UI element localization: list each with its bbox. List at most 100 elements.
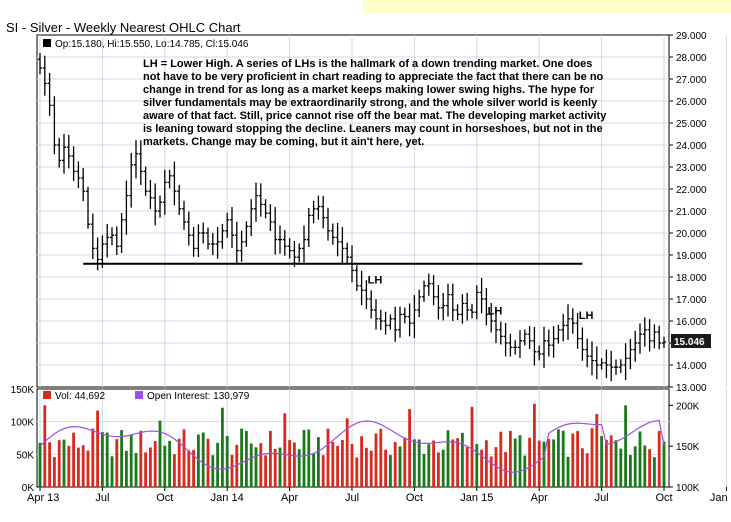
ohlc-bar bbox=[297, 243, 302, 263]
ohlc-bar bbox=[282, 230, 287, 256]
ohlc-bar bbox=[359, 270, 364, 306]
ohlc-bar bbox=[527, 326, 532, 349]
ohlc-bar bbox=[52, 96, 57, 155]
volume-bar bbox=[461, 432, 464, 487]
ohlc-bar bbox=[638, 323, 642, 354]
volume-bar bbox=[317, 437, 320, 487]
ohlc-bar bbox=[76, 161, 81, 188]
ohlc-bar bbox=[302, 225, 306, 263]
volume-bar bbox=[609, 435, 613, 487]
volume-bar bbox=[187, 450, 191, 487]
volume-bar bbox=[417, 439, 421, 487]
ohlc-bar bbox=[177, 185, 182, 215]
volume-bar bbox=[451, 439, 455, 487]
volume-bar bbox=[523, 455, 527, 487]
volume-bar bbox=[197, 434, 200, 487]
ohlc-bar bbox=[345, 242, 350, 263]
volume-bar bbox=[590, 428, 594, 487]
ohlc-bar bbox=[489, 302, 494, 333]
ohlc-bar bbox=[474, 285, 479, 320]
volume-bar bbox=[662, 441, 666, 487]
volume-bar bbox=[129, 435, 133, 487]
open-interest-line bbox=[39, 419, 665, 473]
ohlc-bar bbox=[431, 275, 436, 306]
volume-bar bbox=[566, 456, 570, 487]
volume-bar bbox=[259, 443, 263, 487]
ohlc-bar bbox=[62, 133, 66, 174]
volume-bar bbox=[321, 455, 325, 487]
volume-bar bbox=[619, 448, 623, 487]
volume-bar bbox=[345, 418, 349, 487]
last-price-label: 15.046 bbox=[674, 337, 705, 348]
volume-bar bbox=[273, 448, 277, 487]
ohlc-bar bbox=[498, 321, 503, 345]
volume-legend: Vol: 44,692 bbox=[55, 391, 105, 402]
ohlc-bar bbox=[470, 303, 474, 319]
ohlc-bar bbox=[604, 349, 609, 379]
volume-bar bbox=[542, 441, 546, 487]
volume-bar bbox=[653, 457, 656, 487]
volume-bar bbox=[278, 447, 282, 487]
volume-bar bbox=[149, 447, 152, 487]
volume-bar bbox=[235, 444, 239, 487]
ohlc-bar bbox=[374, 299, 378, 330]
x-axis: Apr 13 Jul Oct Jan 14 Apr Jul Oct Jan 15 Apr Jul O… bbox=[27, 487, 731, 504]
volume-bar bbox=[293, 442, 296, 487]
ohlc-bar bbox=[422, 280, 426, 302]
price-tick-label: 17.000 bbox=[676, 295, 707, 306]
volume-bar bbox=[312, 453, 315, 487]
volume-bar bbox=[533, 403, 536, 487]
ohlc-bar bbox=[292, 241, 297, 267]
x-tick-label: Jul bbox=[95, 492, 109, 504]
volume-bar bbox=[225, 435, 229, 487]
price-tick-label: 24.000 bbox=[676, 141, 707, 152]
ohlc-bar bbox=[647, 319, 652, 352]
volume-bar bbox=[206, 438, 210, 487]
volume-bar bbox=[504, 451, 507, 487]
ohlc-bar bbox=[441, 293, 446, 321]
ohlc-bar bbox=[633, 330, 638, 362]
x-tick-label: Jan 16 bbox=[710, 492, 731, 504]
ohlc-bar bbox=[522, 329, 527, 346]
price-tick-label: 27.000 bbox=[676, 75, 707, 86]
volume-bar bbox=[552, 439, 555, 487]
volume-bar bbox=[288, 440, 291, 487]
ohlc-bar bbox=[532, 326, 537, 366]
volume-bar bbox=[86, 450, 90, 487]
ohlc-bar bbox=[311, 200, 316, 224]
volume-bar bbox=[437, 452, 440, 487]
volume-bar bbox=[221, 407, 224, 487]
price-tick-label: 25.000 bbox=[676, 119, 707, 130]
volume-bar bbox=[427, 444, 431, 487]
price-tick-label: 13.000 bbox=[676, 383, 707, 394]
ohlc-bar bbox=[503, 323, 508, 357]
ohlc-bar bbox=[566, 304, 570, 340]
x-tick-label: Oct bbox=[156, 492, 173, 504]
open-interest-legend: Open Interest: 130,979 bbox=[147, 391, 250, 402]
ohlc-bar bbox=[542, 326, 546, 369]
ohlc-bar bbox=[273, 207, 278, 255]
ohlc-bar bbox=[143, 166, 148, 196]
volume-bar bbox=[125, 450, 128, 487]
volume-axis: 150K 100K 50K 0K bbox=[11, 385, 35, 494]
volume-bar bbox=[403, 437, 407, 487]
oi-tick-label: 200K bbox=[676, 401, 700, 412]
volume-bar bbox=[585, 453, 589, 487]
volume-bar bbox=[201, 432, 205, 487]
x-tick-label: Apr bbox=[531, 492, 548, 504]
volume-bar bbox=[230, 454, 234, 487]
ohlc-bar bbox=[551, 326, 556, 358]
ohlc-bar bbox=[479, 277, 484, 314]
volume-bar bbox=[101, 432, 104, 487]
ohlc-bar bbox=[81, 168, 86, 202]
annotation-line: not have to be very proficient in chart … bbox=[143, 71, 604, 83]
ohlc-bar bbox=[119, 212, 124, 254]
ohlc-bar bbox=[378, 309, 383, 331]
price-tick-label: 14.000 bbox=[676, 361, 707, 372]
volume-bar bbox=[77, 447, 80, 487]
ohlc-bar bbox=[234, 221, 239, 265]
ohlc-bar bbox=[90, 213, 95, 260]
volume-bar bbox=[614, 440, 618, 487]
lower-high-labels: LH LH LH bbox=[368, 275, 594, 322]
